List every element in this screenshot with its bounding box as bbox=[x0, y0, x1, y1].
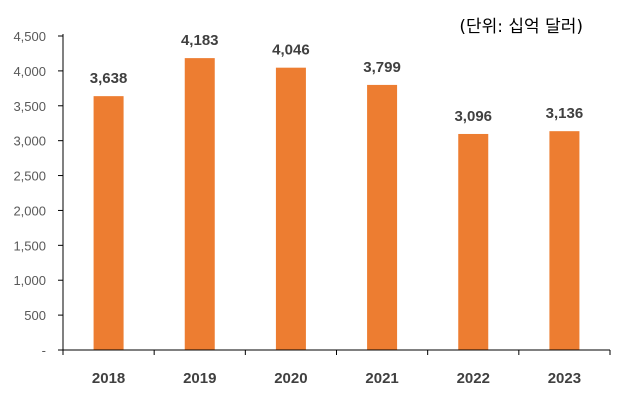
x-tick-label-2021: 2021 bbox=[365, 370, 398, 387]
y-tick-label: 2,000 bbox=[13, 203, 46, 218]
y-tick-label: 1,500 bbox=[13, 238, 46, 253]
y-tick-label: 500 bbox=[24, 308, 46, 323]
x-tick-label-2023: 2023 bbox=[548, 370, 581, 387]
data-labels: 3,638 4,183 4,046 3,799 3,096 3,136 bbox=[90, 32, 583, 125]
y-axis: - 500 1,000 1,500 2,000 2,500 3,000 3,500 4,000 4… bbox=[13, 29, 64, 358]
x-tick-label-2018: 2018 bbox=[92, 370, 125, 387]
data-label-2018: 3,638 bbox=[90, 70, 128, 87]
data-label-2020: 4,046 bbox=[272, 42, 310, 59]
data-label-2019: 4,183 bbox=[181, 32, 219, 49]
y-tick-label: 1,000 bbox=[13, 273, 46, 288]
data-label-2021: 3,799 bbox=[363, 59, 401, 76]
y-tick-label: 4,000 bbox=[13, 64, 46, 79]
bar-2022 bbox=[458, 133, 489, 350]
y-tick-label: 3,500 bbox=[13, 99, 46, 114]
x-tick-label-2020: 2020 bbox=[274, 370, 307, 387]
unit-label: (단위: 십억 달러) bbox=[459, 17, 583, 37]
y-tick-label: 3,000 bbox=[13, 134, 46, 149]
x-axis: 2018 2019 2020 2021 2022 2023 bbox=[62, 349, 611, 387]
bar-2023 bbox=[549, 131, 580, 350]
x-tick-label-2022: 2022 bbox=[457, 370, 490, 387]
bar-2020 bbox=[275, 67, 306, 350]
bar-2021 bbox=[367, 84, 398, 351]
y-tick-label: - bbox=[42, 343, 46, 358]
y-tick-label: 4,500 bbox=[13, 29, 46, 44]
y-tick-label: 2,500 bbox=[13, 169, 46, 184]
data-label-2023: 3,136 bbox=[546, 105, 584, 122]
data-label-2022: 3,096 bbox=[454, 108, 492, 125]
bar-2018 bbox=[93, 96, 124, 351]
bar-2019 bbox=[184, 58, 215, 350]
x-tick-label-2019: 2019 bbox=[183, 370, 216, 387]
bars bbox=[93, 58, 580, 351]
